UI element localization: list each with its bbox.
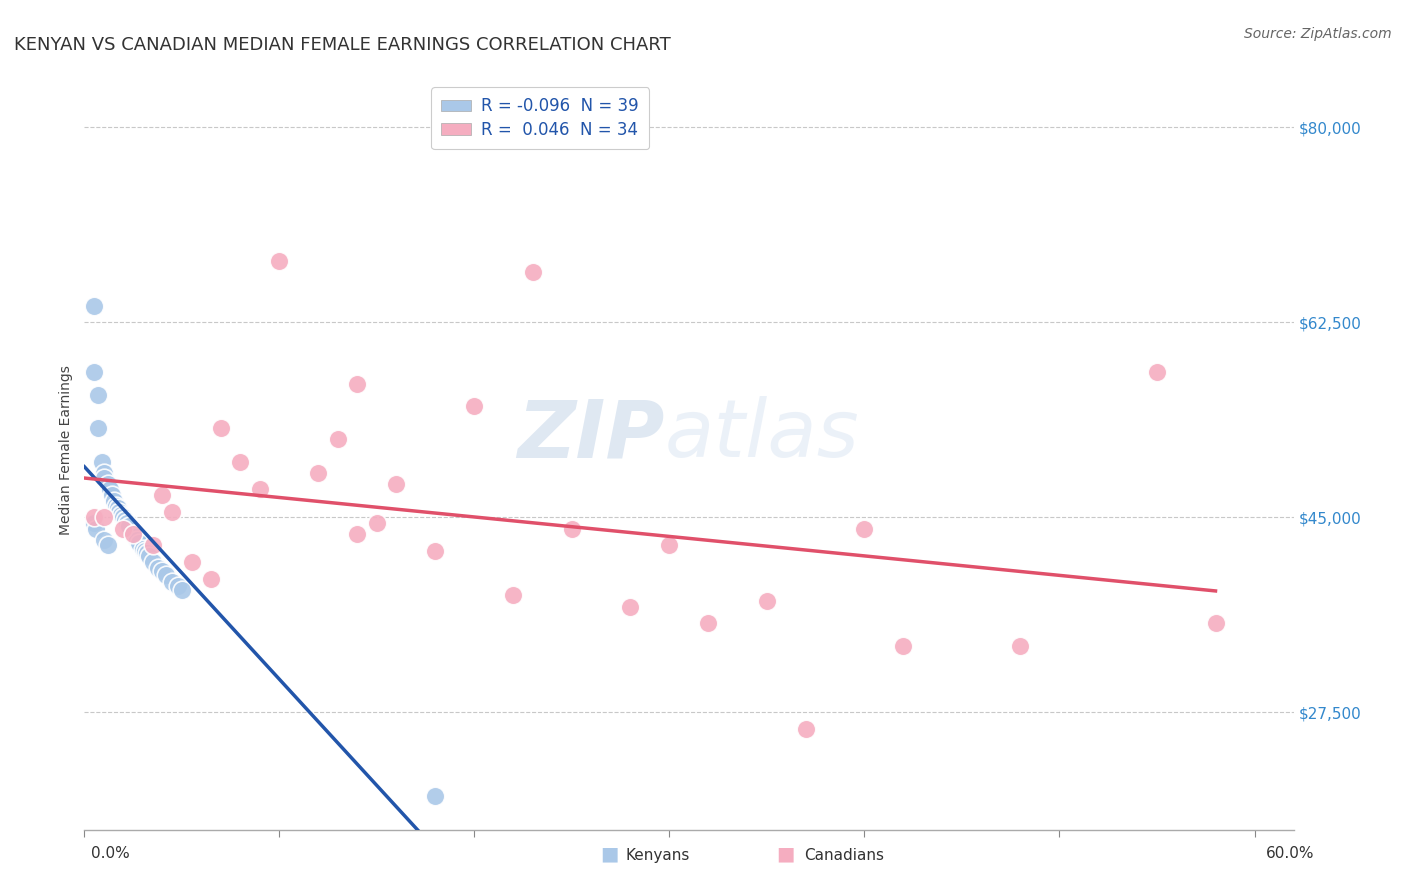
- Point: [425, 789, 447, 804]
- Point: [893, 639, 915, 653]
- Point: [110, 508, 132, 523]
- Point: [97, 476, 120, 491]
- Point: [114, 513, 136, 527]
- Point: [697, 616, 720, 631]
- Point: [132, 541, 155, 556]
- Y-axis label: Median Female Earnings: Median Female Earnings: [59, 366, 73, 535]
- Point: [125, 533, 148, 547]
- Point: [167, 580, 190, 594]
- Point: [100, 488, 122, 502]
- Point: [142, 555, 165, 569]
- Point: [502, 589, 524, 603]
- Point: [104, 500, 127, 514]
- Point: [103, 493, 125, 508]
- Point: [180, 555, 202, 569]
- Text: 0.0%: 0.0%: [91, 846, 131, 861]
- Point: [112, 510, 135, 524]
- Point: [160, 575, 183, 590]
- Point: [385, 476, 408, 491]
- Text: ■: ■: [600, 845, 619, 863]
- Point: [366, 516, 388, 530]
- Point: [658, 538, 681, 552]
- Legend: R = -0.096  N = 39, R =  0.046  N = 34: R = -0.096 N = 39, R = 0.046 N = 34: [432, 87, 650, 149]
- Point: [93, 466, 115, 480]
- Point: [150, 488, 173, 502]
- Point: [142, 538, 165, 552]
- Point: [83, 298, 105, 313]
- Text: KENYAN VS CANADIAN MEDIAN FEMALE EARNINGS CORRELATION CHART: KENYAN VS CANADIAN MEDIAN FEMALE EARNING…: [14, 36, 671, 54]
- Point: [83, 516, 105, 530]
- Point: [755, 594, 778, 608]
- Point: [107, 501, 129, 516]
- Point: [128, 536, 150, 550]
- Point: [160, 505, 183, 519]
- Point: [209, 421, 232, 435]
- Point: [170, 582, 193, 597]
- Point: [93, 471, 115, 485]
- Point: [200, 572, 222, 586]
- Point: [87, 388, 110, 402]
- Point: [249, 483, 271, 497]
- Point: [561, 521, 583, 535]
- Point: [93, 510, 115, 524]
- Point: [122, 527, 145, 541]
- Point: [1146, 366, 1168, 380]
- Text: 60.0%: 60.0%: [1267, 846, 1315, 861]
- Point: [1205, 616, 1227, 631]
- Point: [150, 564, 173, 578]
- Point: [326, 433, 349, 447]
- Point: [124, 530, 146, 544]
- Point: [118, 519, 141, 533]
- Point: [87, 421, 110, 435]
- Point: [1010, 639, 1032, 653]
- Text: ZIP: ZIP: [517, 396, 665, 475]
- Point: [522, 265, 544, 279]
- Point: [229, 455, 252, 469]
- Point: [90, 455, 112, 469]
- Point: [122, 527, 145, 541]
- Point: [155, 568, 177, 582]
- Point: [425, 544, 447, 558]
- Text: Source: ZipAtlas.com: Source: ZipAtlas.com: [1244, 27, 1392, 41]
- Point: [108, 505, 131, 519]
- Point: [135, 546, 157, 560]
- Point: [138, 549, 160, 564]
- Point: [98, 483, 121, 497]
- Text: Kenyans: Kenyans: [626, 848, 690, 863]
- Point: [83, 510, 105, 524]
- Point: [97, 538, 120, 552]
- Point: [794, 723, 817, 737]
- Text: ■: ■: [776, 845, 794, 863]
- Point: [346, 527, 368, 541]
- Text: Canadians: Canadians: [804, 848, 884, 863]
- Point: [619, 599, 641, 614]
- Point: [117, 516, 139, 530]
- Point: [346, 376, 368, 391]
- Point: [148, 560, 170, 574]
- Point: [93, 533, 115, 547]
- Point: [463, 399, 485, 413]
- Point: [307, 466, 329, 480]
- Point: [134, 544, 156, 558]
- Point: [112, 521, 135, 535]
- Point: [83, 366, 105, 380]
- Point: [853, 521, 876, 535]
- Point: [84, 521, 107, 535]
- Point: [269, 253, 291, 268]
- Text: atlas: atlas: [665, 396, 859, 475]
